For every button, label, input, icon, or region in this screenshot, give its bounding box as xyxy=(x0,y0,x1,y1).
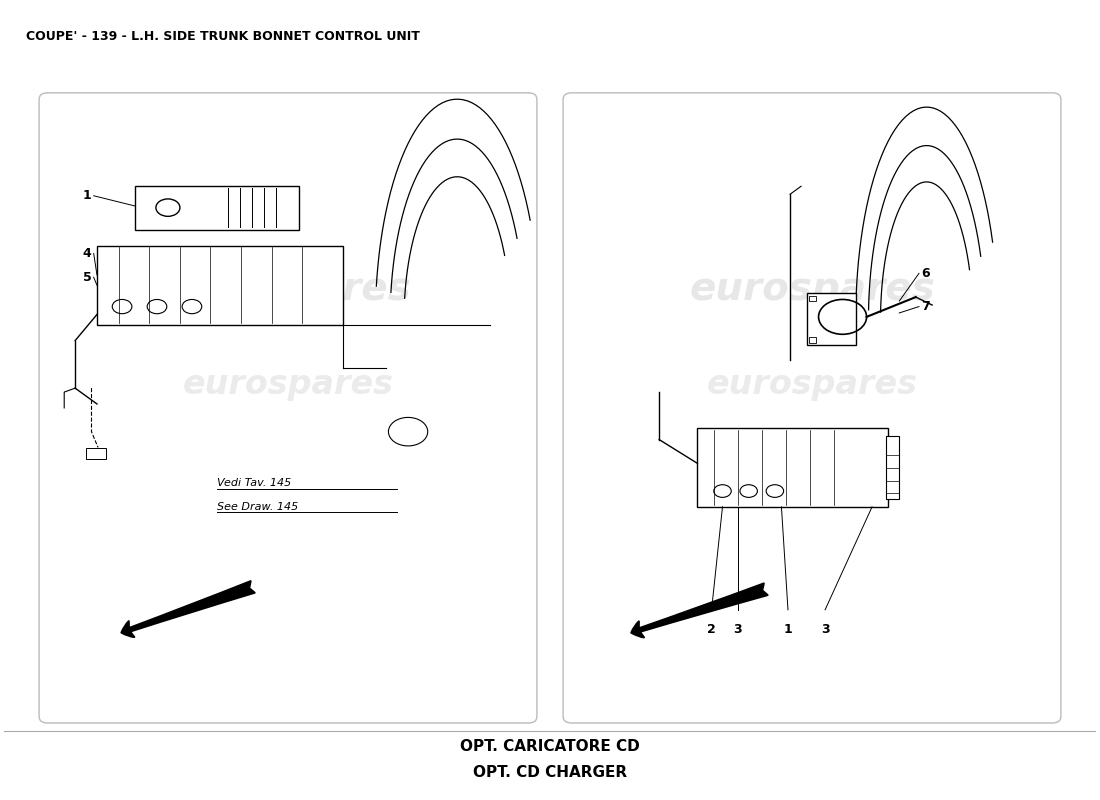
Text: eurospares: eurospares xyxy=(165,270,411,308)
Bar xyxy=(97,246,342,325)
Text: 6: 6 xyxy=(921,267,929,280)
Text: 7: 7 xyxy=(921,300,929,313)
FancyBboxPatch shape xyxy=(563,93,1060,723)
Text: 1: 1 xyxy=(783,623,792,636)
Text: 1: 1 xyxy=(82,190,91,202)
Text: 4: 4 xyxy=(82,247,91,260)
Text: eurospares: eurospares xyxy=(183,368,394,401)
Text: COUPE' - 139 - L.H. SIDE TRUNK BONNET CONTROL UNIT: COUPE' - 139 - L.H. SIDE TRUNK BONNET CO… xyxy=(26,30,420,42)
Text: Vedi Tav. 145: Vedi Tav. 145 xyxy=(217,478,292,488)
Text: 3: 3 xyxy=(821,623,829,636)
Bar xyxy=(697,428,889,507)
Bar xyxy=(887,436,900,499)
Bar xyxy=(808,295,816,301)
FancyBboxPatch shape xyxy=(40,93,537,723)
Text: OPT. CD CHARGER: OPT. CD CHARGER xyxy=(473,765,627,779)
Text: OPT. CARICATORE CD: OPT. CARICATORE CD xyxy=(460,739,640,754)
Text: See Draw. 145: See Draw. 145 xyxy=(217,502,298,512)
Bar xyxy=(808,338,816,343)
Text: 2: 2 xyxy=(707,623,716,636)
Bar xyxy=(135,186,299,230)
Text: 5: 5 xyxy=(82,270,91,284)
Text: 3: 3 xyxy=(734,623,742,636)
Text: eurospares: eurospares xyxy=(706,368,917,401)
Bar xyxy=(86,447,106,459)
Bar xyxy=(806,293,856,345)
Text: eurospares: eurospares xyxy=(689,270,935,308)
